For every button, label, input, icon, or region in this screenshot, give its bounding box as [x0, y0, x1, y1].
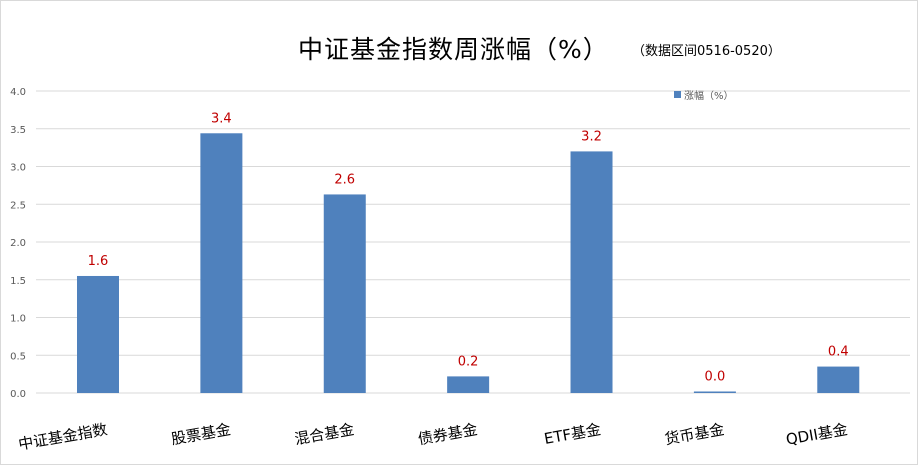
bar — [693, 391, 736, 393]
x-tick-label: 中证基金指数 — [17, 420, 109, 453]
legend-label: 涨幅（%） — [684, 89, 734, 102]
bar — [817, 366, 860, 393]
data-label: 2.6 — [334, 172, 355, 187]
y-tick-label: 2.0 — [10, 238, 26, 249]
data-label: 0.0 — [705, 369, 726, 384]
data-label: 1.6 — [88, 254, 109, 269]
data-label: 0.4 — [828, 345, 849, 360]
legend: 涨幅（%） — [674, 89, 734, 102]
chart-title: 中证基金指数周涨幅（%） — [298, 35, 609, 64]
y-tick-label: 3.5 — [10, 125, 26, 136]
data-label: 3.2 — [581, 129, 602, 144]
y-axis-ticks: 0.0 0.5 1.0 1.5 2.0 2.5 3.0 3.5 4.0 — [10, 87, 26, 400]
bar — [447, 376, 490, 393]
bars — [77, 133, 860, 393]
bar — [200, 133, 243, 393]
y-tick-label: 3.0 — [10, 163, 26, 174]
data-labels: 1.6 3.4 2.6 0.2 3.2 0.0 0.4 — [88, 111, 849, 384]
chart-subtitle: （数据区间0516-0520） — [632, 44, 781, 59]
x-tick-label: 债券基金 — [417, 420, 479, 448]
x-tick-label: 股票基金 — [170, 420, 232, 448]
x-tick-label: 货币基金 — [663, 420, 725, 448]
y-tick-label: 1.0 — [10, 314, 26, 325]
bar — [77, 275, 119, 393]
y-tick-label: 4.0 — [10, 87, 26, 98]
bar — [323, 194, 366, 393]
data-label: 0.2 — [458, 354, 479, 369]
x-tick-label: 混合基金 — [293, 420, 355, 448]
legend-swatch — [674, 91, 681, 98]
y-tick-label: 2.5 — [10, 200, 26, 211]
y-tick-label: 1.5 — [10, 276, 26, 287]
x-tick-label: QDII基金 — [785, 420, 849, 449]
data-label: 3.4 — [211, 111, 232, 126]
y-tick-label: 0.5 — [10, 351, 26, 362]
y-tick-label: 0.0 — [10, 389, 26, 400]
gridlines — [36, 90, 910, 394]
x-axis-ticks: 中证基金指数 股票基金 混合基金 债券基金 ETF基金 货币基金 QDII基金 — [17, 420, 849, 453]
x-tick-label: ETF基金 — [543, 420, 603, 448]
bar — [570, 151, 613, 393]
